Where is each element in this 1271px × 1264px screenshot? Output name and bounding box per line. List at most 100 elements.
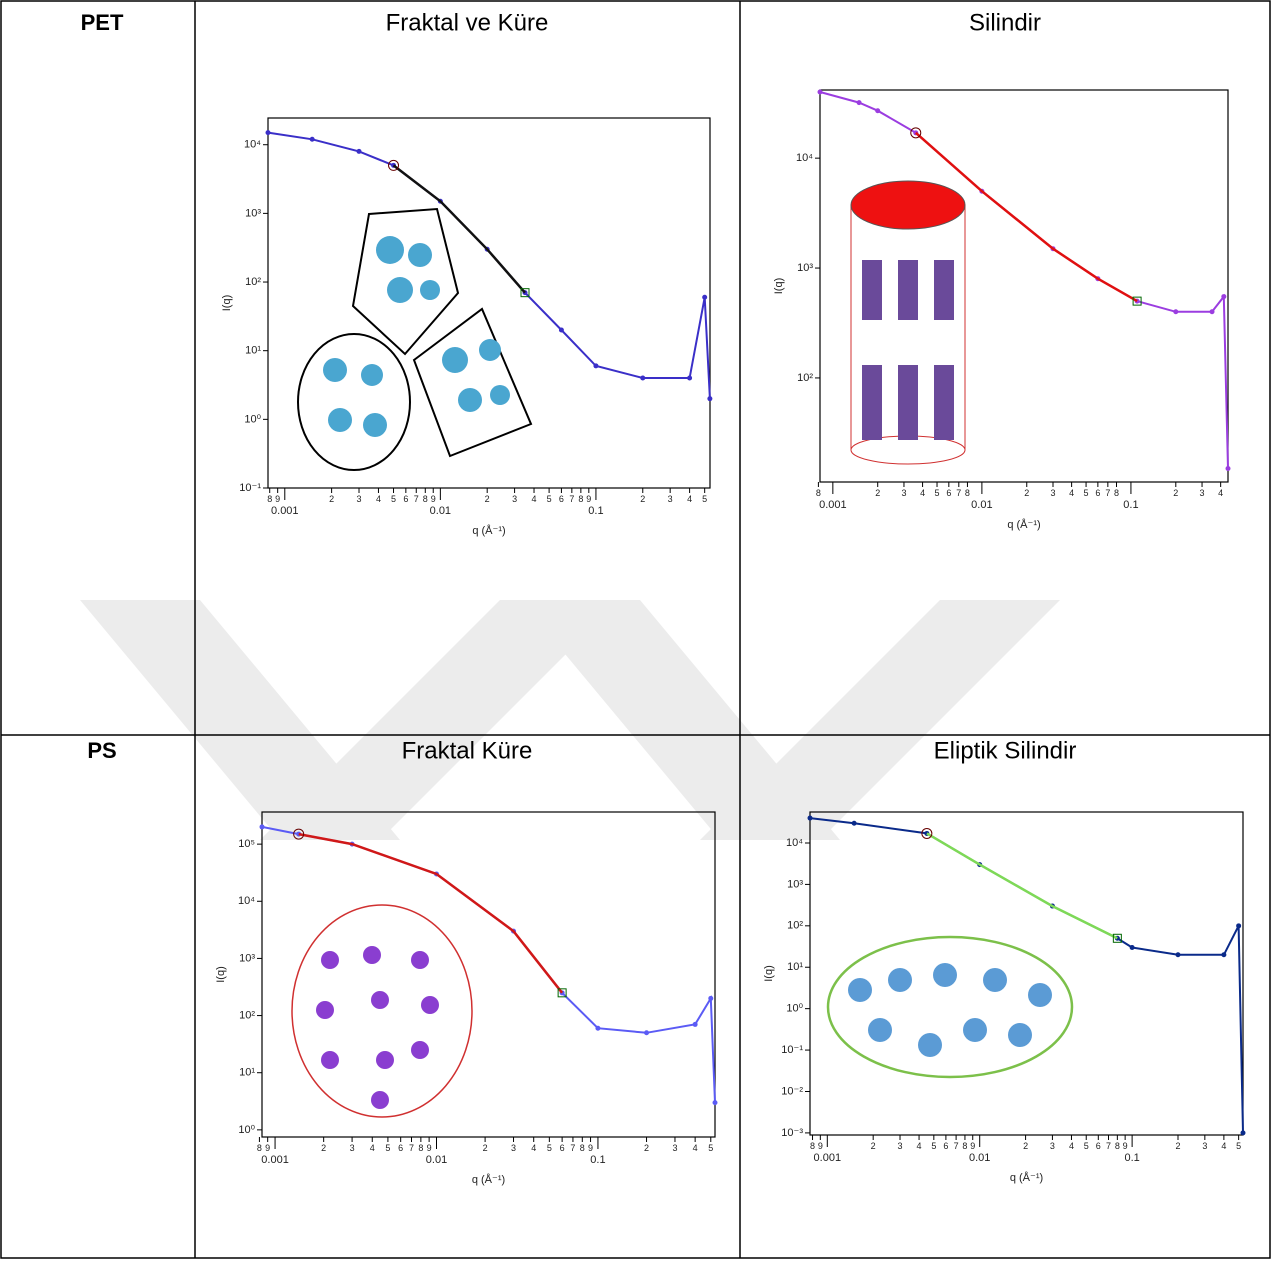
fit-start-cursor — [910, 127, 922, 139]
x-minor-label: 7 — [954, 1141, 959, 1151]
x-minor-label: 3 — [350, 1143, 355, 1153]
x-tick-label: 0.01 — [969, 1152, 990, 1164]
plot-frame — [809, 811, 1244, 1136]
x-minor-label: 5 — [702, 494, 707, 504]
y-axis-label: I(q) — [221, 295, 233, 312]
data-point — [1221, 952, 1227, 958]
y-tick-label: 10⁴ — [786, 837, 803, 849]
data-point — [702, 294, 708, 300]
x-minor-label: 4 — [917, 1141, 922, 1151]
y-tick-label: 10³ — [245, 207, 261, 219]
data-point — [1221, 294, 1227, 300]
data-point — [259, 824, 265, 830]
x-minor-label: 5 — [931, 1141, 936, 1151]
x-minor-label: 3 — [901, 488, 906, 498]
x-minor-label: 8 — [962, 1141, 967, 1151]
x-tick-label: 0.001 — [261, 1154, 289, 1166]
y-axis-label: I(q) — [773, 278, 785, 295]
x-minor-label: 5 — [1236, 1141, 1241, 1151]
x-minor-label: 6 — [943, 1141, 948, 1151]
x-minor-label: 5 — [708, 1143, 713, 1153]
x-minor-label: 9 — [818, 1141, 823, 1151]
x-minor-label: 2 — [321, 1143, 326, 1153]
y-tick-label: 10³ — [239, 952, 255, 964]
x-minor-label: 3 — [512, 494, 517, 504]
data-point — [265, 130, 271, 136]
data-point — [707, 396, 713, 402]
x-minor-label: 3 — [1050, 1141, 1055, 1151]
x-minor-label: 8 — [257, 1143, 262, 1153]
fit-curve — [914, 131, 1138, 303]
illustration — [850, 180, 966, 465]
x-minor-label: 2 — [483, 1143, 488, 1153]
data-point — [708, 995, 714, 1001]
fit-start-cursor — [293, 828, 305, 840]
data-point — [1129, 944, 1135, 950]
x-minor-label: 4 — [693, 1143, 698, 1153]
data-point — [712, 1100, 718, 1106]
x-minor-label: 2 — [1173, 488, 1178, 498]
y-tick-label: 10⁴ — [238, 895, 255, 907]
x-minor-label: 6 — [946, 488, 951, 498]
x-tick-label: 0.01 — [430, 505, 451, 517]
y-tick-label: 10⁰ — [238, 1124, 255, 1136]
x-minor-label: 5 — [391, 494, 396, 504]
fit-end-cursor — [520, 288, 530, 298]
data-point — [692, 1021, 698, 1027]
data-point — [356, 148, 362, 154]
x-minor-label: 6 — [1096, 1141, 1101, 1151]
x-tick-label: 0.01 — [426, 1154, 447, 1166]
x-minor-label: 7 — [569, 494, 574, 504]
y-tick-label: 10⁰ — [786, 1003, 803, 1015]
watermark — [80, 600, 1060, 840]
x-minor-label: 5 — [935, 488, 940, 498]
x-minor-label: 8 — [267, 494, 272, 504]
data-point — [687, 375, 693, 381]
x-minor-label: 4 — [687, 494, 692, 504]
x-minor-label: 8 — [1115, 1141, 1120, 1151]
x-minor-label: 2 — [875, 488, 880, 498]
x-axis-label: q (Å⁻¹) — [1010, 1171, 1043, 1184]
x-minor-label: 4 — [370, 1143, 375, 1153]
plot-frame — [267, 117, 711, 489]
cell-title: Silindir — [969, 9, 1041, 36]
data-point — [1173, 309, 1179, 315]
y-tick-label: 10² — [245, 276, 261, 288]
x-tick-label: 0.001 — [814, 1152, 842, 1164]
x-minor-label: 7 — [409, 1143, 414, 1153]
data-point — [644, 1030, 650, 1036]
y-axis-label: I(q) — [763, 965, 775, 982]
x-minor-label: 5 — [547, 1143, 552, 1153]
x-minor-label: 9 — [275, 494, 280, 504]
x-minor-label: 2 — [640, 494, 645, 504]
x-minor-label: 6 — [398, 1143, 403, 1153]
x-minor-label: 2 — [644, 1143, 649, 1153]
x-minor-label: 9 — [1123, 1141, 1128, 1151]
data-point — [558, 327, 564, 333]
x-minor-label: 8 — [580, 1143, 585, 1153]
fit-start-cursor — [388, 159, 400, 171]
x-minor-label: 7 — [414, 494, 419, 504]
data-point — [807, 815, 813, 821]
y-tick-label: 10¹ — [239, 1067, 255, 1079]
plot-frame — [819, 89, 1229, 483]
x-minor-label: 3 — [672, 1143, 677, 1153]
y-tick-label: 10⁻¹ — [239, 482, 261, 494]
y-tick-label: 10⁻¹ — [781, 1044, 803, 1056]
illustration — [291, 904, 473, 1118]
data-point — [593, 363, 599, 369]
x-tick-label: 0.1 — [1123, 499, 1138, 511]
data-point — [856, 100, 862, 106]
fit-end-cursor — [557, 988, 567, 998]
y-tick-label: 10⁴ — [244, 139, 261, 151]
x-minor-label: 7 — [956, 488, 961, 498]
y-axis-label: I(q) — [215, 966, 227, 983]
y-tick-label: 10⁴ — [796, 152, 813, 164]
x-tick-label: 0.1 — [588, 505, 603, 517]
x-minor-label: 4 — [920, 488, 925, 498]
fit-end-cursor — [1112, 933, 1122, 943]
x-minor-label: 8 — [423, 494, 428, 504]
fit-curve — [926, 832, 1118, 940]
